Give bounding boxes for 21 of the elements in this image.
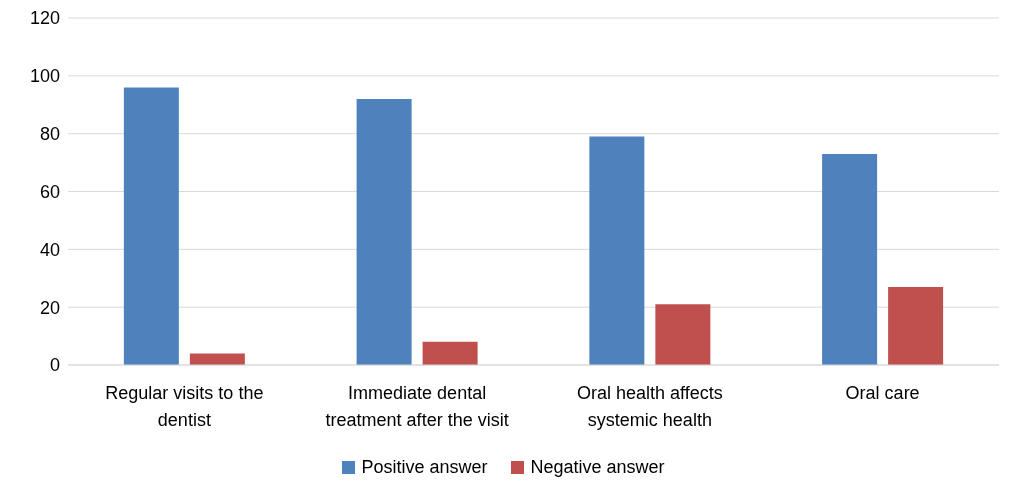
bar: [589, 136, 645, 365]
y-tick-label: 60: [39, 181, 60, 202]
x-tick-label: Immediate dental treatment after the visit: [325, 383, 509, 430]
y-tick-label: 120: [29, 8, 60, 29]
x-tick-label: Oral health affects systemic health: [577, 383, 723, 430]
bar: [189, 353, 245, 365]
x-tick-label: Oral care: [845, 383, 920, 403]
bar: [356, 98, 412, 365]
x-tick-label: Regular visits to the dentist: [105, 383, 264, 430]
bar: [822, 153, 878, 365]
bar: [655, 304, 711, 365]
legend-label: Negative answer: [529, 457, 665, 478]
y-tick-label: 20: [39, 297, 60, 318]
bar: [123, 87, 179, 365]
y-tick-label: 40: [39, 239, 60, 260]
y-tick-label: 80: [39, 124, 60, 145]
bar: [888, 286, 944, 365]
y-tick-label: 100: [29, 66, 60, 87]
legend-label: Positive answer: [360, 457, 488, 478]
bar: [422, 341, 478, 365]
y-tick-label: 0: [49, 355, 60, 376]
